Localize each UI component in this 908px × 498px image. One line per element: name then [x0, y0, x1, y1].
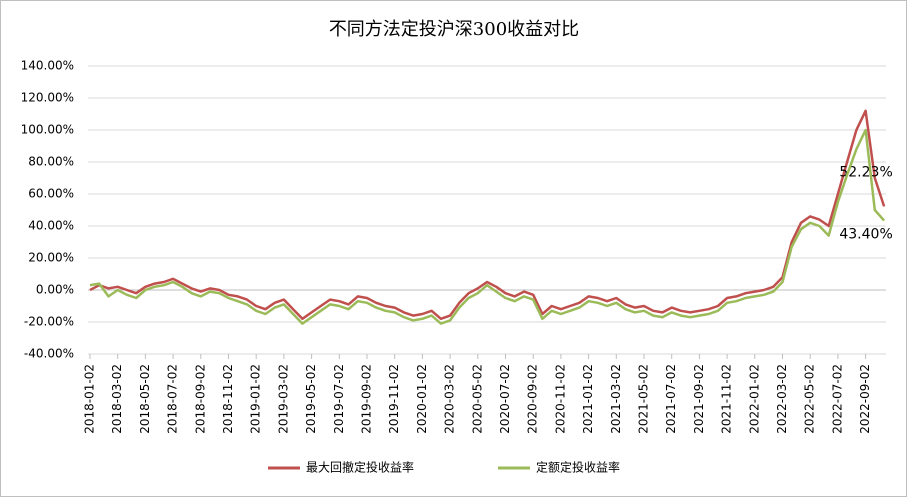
- y-tick-label: 140.00%: [21, 59, 74, 73]
- x-tick-label: 2021-03-02: [609, 364, 623, 434]
- y-tick-label: 80.00%: [28, 155, 74, 169]
- y-tick-label: 40.00%: [28, 219, 74, 233]
- legend-label: 最大回撤定投收益率: [306, 460, 414, 475]
- x-tick-label: 2020-11-02: [553, 364, 567, 434]
- y-tick-label: -40.00%: [24, 347, 74, 361]
- series-line: [89, 128, 886, 325]
- x-tick-label: 2021-11-02: [720, 364, 734, 434]
- x-tick-label: 2018-05-02: [138, 364, 152, 434]
- x-tick-label: 2022-01-02: [747, 364, 761, 434]
- x-tick-label: 2019-03-02: [276, 364, 290, 434]
- chart-title: 不同方法定投沪深300收益对比: [329, 19, 579, 40]
- x-tick-label: 2019-09-02: [360, 364, 374, 434]
- series-line: [89, 109, 886, 321]
- x-tick-label: 2022-09-02: [858, 364, 872, 434]
- legend-label: 定额定投收益率: [536, 460, 620, 475]
- data-label: 43.40%: [839, 227, 892, 243]
- x-tick-label: 2021-09-02: [692, 364, 706, 434]
- x-tick-label: 2022-07-02: [830, 364, 844, 434]
- x-tick-label: 2018-11-02: [221, 364, 235, 434]
- y-tick-label: 120.00%: [21, 91, 74, 105]
- x-tick-label: 2018-07-02: [166, 364, 180, 434]
- x-tick-label: 2021-05-02: [637, 364, 651, 434]
- y-tick-label: 60.00%: [28, 187, 74, 201]
- x-tick-label: 2022-05-02: [803, 364, 817, 434]
- data-label: 52.23%: [839, 164, 892, 180]
- x-tick-label: 2020-09-02: [526, 364, 540, 434]
- x-tick-label: 2019-11-02: [387, 364, 401, 434]
- x-tick-label: 2018-01-02: [83, 364, 97, 434]
- x-tick-label: 2020-07-02: [498, 364, 512, 434]
- x-tick-label: 2020-05-02: [470, 364, 484, 434]
- x-tick-label: 2019-05-02: [304, 364, 318, 434]
- x-tick-label: 2021-07-02: [664, 364, 678, 434]
- x-tick-label: 2020-01-02: [415, 364, 429, 434]
- y-tick-label: 100.00%: [21, 123, 74, 137]
- x-tick-label: 2018-09-02: [193, 364, 207, 434]
- x-tick-label: 2019-07-02: [332, 364, 346, 434]
- y-tick-label: 20.00%: [28, 251, 74, 265]
- y-tick-label: 0.00%: [36, 283, 74, 297]
- x-tick-label: 2020-03-02: [443, 364, 457, 434]
- x-tick-label: 2022-03-02: [775, 364, 789, 434]
- x-tick-label: 2018-03-02: [110, 364, 124, 434]
- x-tick-label: 2021-01-02: [581, 364, 595, 434]
- x-tick-label: 2019-01-02: [249, 364, 263, 434]
- y-tick-label: -20.00%: [24, 315, 74, 329]
